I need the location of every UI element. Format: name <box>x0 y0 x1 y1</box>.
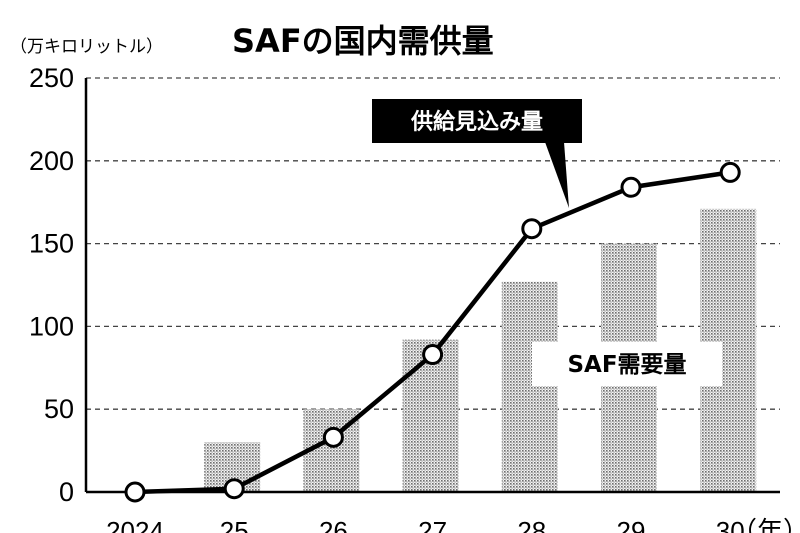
demand-label-box <box>532 342 722 386</box>
line-point <box>124 481 146 503</box>
bar <box>402 339 459 492</box>
annotations: 供給見込み量 SAF需要量 <box>372 99 722 386</box>
x-tick-label: 27 <box>418 516 447 533</box>
supply-callout-box <box>372 99 582 143</box>
x-tick-label: 2024 <box>106 516 164 533</box>
y-tick-label: 0 <box>59 477 74 507</box>
line-series <box>124 161 741 503</box>
line-point <box>223 478 245 500</box>
x-tick-label: 25 <box>220 516 249 533</box>
x-tick-label: 30 <box>716 516 745 533</box>
y-axis-unit: （万キロリットル） <box>10 37 163 57</box>
y-tick-label: 50 <box>44 394 74 424</box>
x-tick-label: 28 <box>517 516 546 533</box>
chart-title: SAFの国内需供量 <box>232 22 494 60</box>
line-point <box>719 161 741 183</box>
y-tick-label: 100 <box>29 311 74 341</box>
line-point <box>620 176 642 198</box>
y-tick-label: 150 <box>29 229 74 259</box>
y-tick-label: 250 <box>29 63 74 93</box>
x-tick-label: 26 <box>319 516 348 533</box>
tick-labels: 0 50 100 150 200 250 2024 25 26 27 28 29 30（年） <box>29 63 800 533</box>
x-tick-label: 29 <box>617 516 646 533</box>
supply-callout-label: 供給見込み量 <box>410 109 543 135</box>
demand-label: SAF需要量 <box>567 352 686 378</box>
x-axis-unit: （年） <box>731 516 800 533</box>
line-point <box>521 218 543 240</box>
y-tick-label: 200 <box>29 146 74 176</box>
bar <box>501 281 558 492</box>
line-point <box>422 344 444 366</box>
line-point <box>322 426 344 448</box>
supply-callout-pointer <box>545 142 569 208</box>
